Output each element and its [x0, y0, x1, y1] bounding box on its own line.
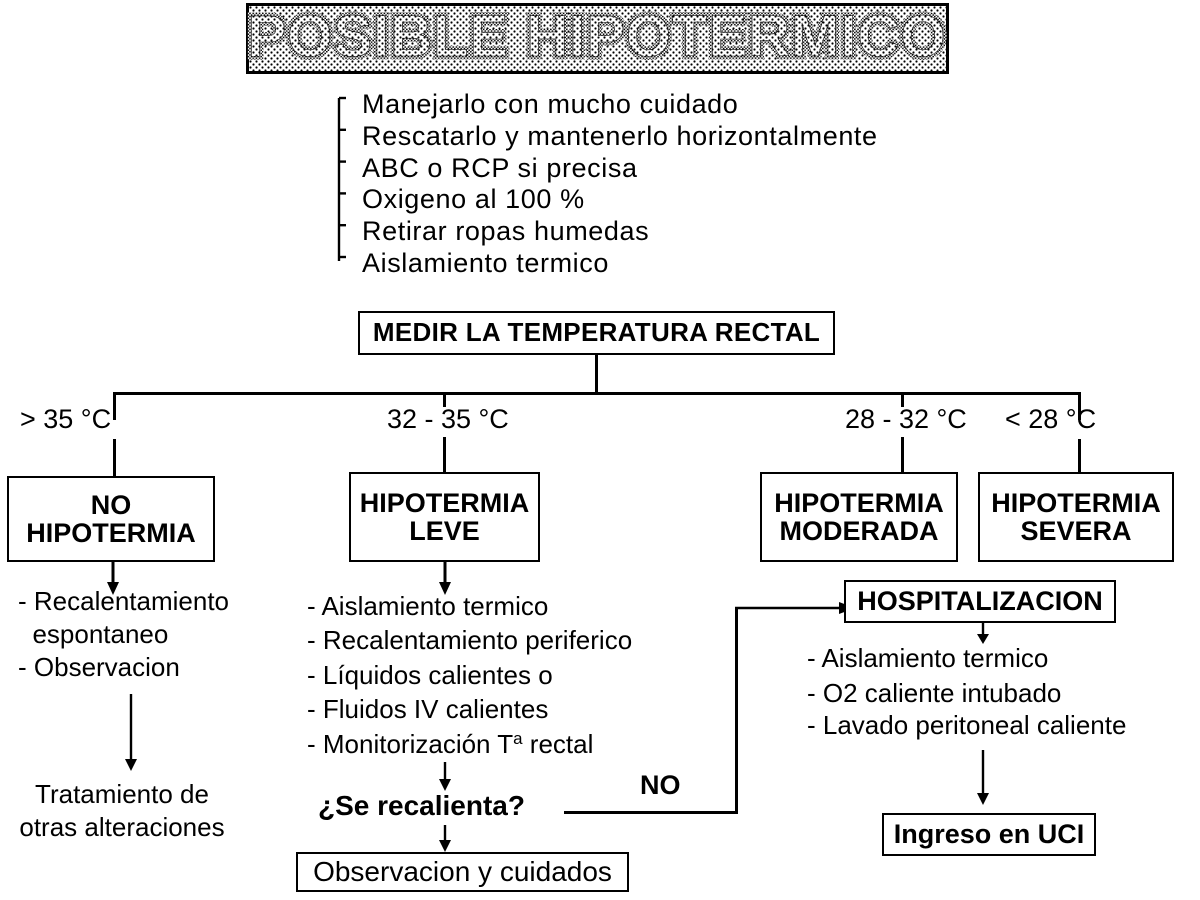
svg-text:POSIBLE HIPOTERMICO: POSIBLE HIPOTERMICO: [248, 4, 947, 69]
